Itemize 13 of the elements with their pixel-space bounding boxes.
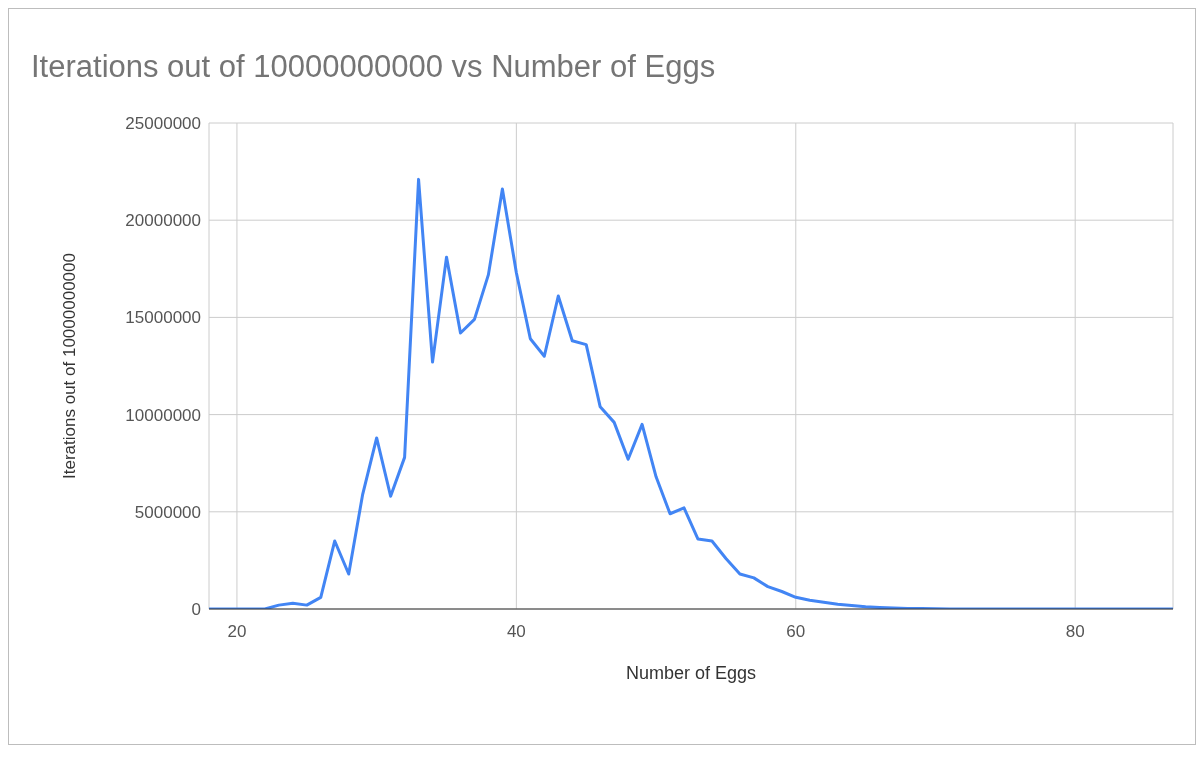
x-tick-label: 20 — [227, 622, 247, 642]
x-axis-title: Number of Eggs — [625, 663, 757, 683]
chart-title: Iterations out of 10000000000 vs Number of Eggs — [31, 49, 716, 85]
x-tick-label: 80 — [1065, 622, 1085, 642]
x-tick-label: 40 — [506, 622, 526, 642]
y-tick-label: 5000000 — [134, 502, 201, 522]
y-tick-label: 25000000 — [125, 114, 201, 134]
y-tick-label: 20000000 — [125, 211, 201, 231]
y-tick-label: 0 — [191, 600, 201, 620]
x-tick-label: 60 — [786, 622, 806, 642]
y-tick-label: 10000000 — [125, 405, 201, 425]
y-tick-label: 15000000 — [125, 308, 201, 328]
y-axis-title: Iterations out of 10000000000 — [60, 253, 80, 479]
